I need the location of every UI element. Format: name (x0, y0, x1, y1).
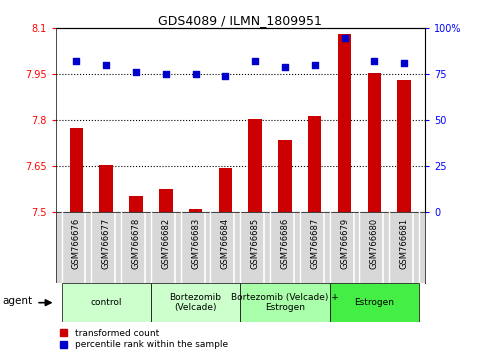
Text: agent: agent (2, 296, 32, 306)
Bar (241, 283, 330, 322)
Text: control: control (90, 298, 122, 307)
Text: GSM766686: GSM766686 (281, 218, 289, 269)
Text: GSM766685: GSM766685 (251, 218, 260, 269)
Text: GSM766679: GSM766679 (340, 218, 349, 269)
Text: GSM766681: GSM766681 (399, 218, 409, 269)
Text: GSM766683: GSM766683 (191, 218, 200, 269)
Text: GSM766687: GSM766687 (310, 218, 319, 269)
Point (251, 59, 259, 64)
Bar (159, 189, 172, 212)
Text: GSM766677: GSM766677 (102, 218, 111, 269)
Bar (338, 34, 351, 212)
Bar (151, 283, 241, 322)
Point (341, 35, 348, 40)
Bar (61, 283, 151, 322)
Text: GSM766676: GSM766676 (72, 218, 81, 269)
Bar (278, 140, 292, 212)
Bar (398, 80, 411, 212)
Bar (70, 128, 83, 212)
Point (311, 62, 319, 68)
Point (370, 59, 378, 64)
Point (102, 62, 110, 68)
Text: Estrogen: Estrogen (355, 298, 395, 307)
Point (192, 72, 199, 77)
Text: GSM766684: GSM766684 (221, 218, 230, 269)
Text: GSM766680: GSM766680 (370, 218, 379, 269)
Bar (248, 119, 262, 212)
Text: GSM766678: GSM766678 (131, 218, 141, 269)
Point (132, 70, 140, 75)
Text: GSM766682: GSM766682 (161, 218, 170, 269)
Bar (330, 283, 419, 322)
Bar (189, 209, 202, 212)
Text: Bortezomib (Velcade) +
Estrogen: Bortezomib (Velcade) + Estrogen (231, 293, 339, 312)
Legend: transformed count, percentile rank within the sample: transformed count, percentile rank withi… (60, 329, 227, 349)
Bar (219, 168, 232, 212)
Text: Bortezomib
(Velcade): Bortezomib (Velcade) (170, 293, 222, 312)
Point (162, 72, 170, 77)
Point (222, 73, 229, 79)
Title: GDS4089 / ILMN_1809951: GDS4089 / ILMN_1809951 (158, 14, 322, 27)
Bar (308, 116, 322, 212)
Point (72, 59, 80, 64)
Bar (99, 165, 113, 212)
Point (281, 64, 289, 70)
Bar (368, 73, 381, 212)
Point (400, 61, 408, 66)
Bar (129, 195, 142, 212)
